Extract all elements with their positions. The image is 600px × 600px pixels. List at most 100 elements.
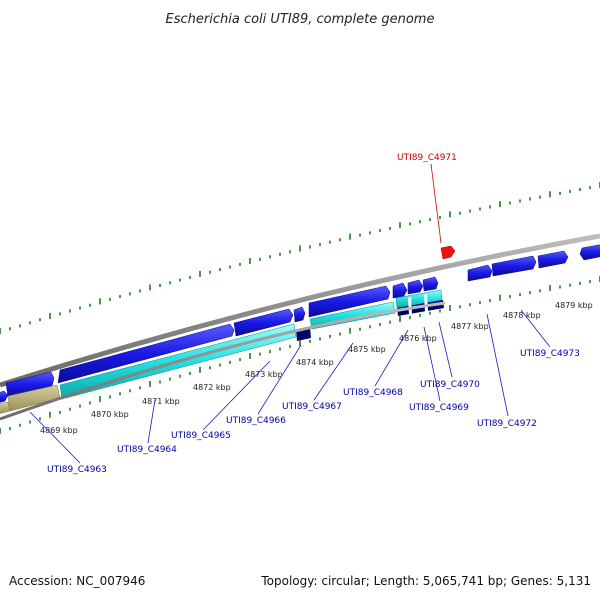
callout-line (29, 411, 81, 464)
major-tick (49, 411, 51, 418)
minor-tick (239, 358, 241, 362)
minor-tick (229, 265, 231, 269)
major-tick (549, 285, 551, 291)
minor-tick (539, 195, 541, 199)
minor-tick (409, 316, 411, 320)
scale-label: 4873 kbp (245, 370, 283, 379)
major-tick (99, 396, 101, 402)
minor-tick (259, 352, 261, 356)
gene-label: UTI89_C4965 (171, 431, 231, 441)
minor-tick (309, 339, 311, 343)
minor-tick (69, 309, 71, 313)
minor-tick (89, 401, 91, 405)
callout-line (520, 309, 551, 348)
cds-block (395, 289, 443, 309)
gene-label: UTI89_C4966 (226, 416, 286, 426)
highlighted-gene-marker (440, 245, 456, 260)
forward-genes (0, 244, 600, 403)
minor-tick (79, 306, 81, 310)
gene-arrow (491, 255, 537, 277)
genome-summary-text: Topology: circular; Length: 5,065,741 bp… (260, 574, 591, 588)
gene-label: UTI89_C4964 (117, 445, 177, 455)
minor-tick (9, 427, 11, 431)
minor-tick (539, 289, 541, 293)
minor-tick (409, 222, 411, 226)
minor-tick (279, 347, 281, 351)
gene-label: UTI89_C4967 (282, 402, 342, 412)
minor-tick (519, 293, 521, 297)
gene-arrow (579, 244, 600, 261)
minor-tick (129, 389, 131, 393)
minor-tick (159, 380, 161, 384)
minor-tick (219, 268, 221, 271)
minor-tick (439, 215, 441, 219)
major-tick (499, 201, 501, 208)
gene-arrow (233, 308, 294, 337)
minor-tick (319, 243, 321, 247)
gene-arrow (293, 306, 306, 323)
major-tick (399, 222, 401, 229)
minor-tick (109, 395, 111, 399)
minor-tick (559, 191, 561, 195)
gene-label: UTI89_C4968 (343, 388, 403, 398)
minor-tick (329, 334, 331, 338)
gene-label: UTI89_C4973 (520, 349, 580, 359)
gene-arrow (407, 279, 424, 295)
major-tick (49, 312, 51, 319)
minor-tick (69, 407, 71, 411)
minor-tick (59, 410, 61, 414)
minor-tick (189, 275, 191, 279)
minor-tick (459, 211, 461, 215)
minor-tick (79, 404, 81, 408)
minor-tick (269, 350, 271, 354)
minor-tick (569, 189, 571, 193)
minor-tick (219, 363, 221, 367)
major-tick (299, 245, 301, 252)
gene-arrow (392, 282, 408, 299)
minor-tick (169, 281, 171, 285)
callout-line (147, 399, 156, 444)
minor-tick (169, 377, 171, 381)
minor-tick (509, 295, 511, 299)
minor-tick (419, 220, 421, 224)
minor-tick (379, 229, 381, 233)
minor-tick (139, 289, 141, 293)
minor-tick (229, 360, 231, 364)
minor-tick (579, 188, 581, 191)
minor-tick (429, 311, 431, 315)
gene-labels: UTI89_C4963 UTI89_C4964 UTI89_C4965 UTI8… (47, 153, 580, 475)
major-tick (149, 284, 151, 291)
minor-tick (109, 297, 111, 301)
gene-label: UTI89_C4972 (477, 419, 537, 429)
gene-arrow (57, 323, 235, 384)
minor-tick (119, 295, 121, 299)
scale-label: 4872 kbp (193, 383, 231, 392)
minor-tick (459, 305, 461, 309)
minor-tick (579, 281, 581, 285)
gene-label: UTI89_C4970 (420, 380, 480, 390)
minor-tick (359, 233, 361, 237)
minor-tick (529, 197, 531, 201)
minor-tick (489, 299, 491, 303)
scale-label: 4877 kbp (451, 322, 489, 331)
minor-tick (189, 371, 191, 375)
major-tick (199, 366, 201, 373)
major-tick (249, 257, 251, 264)
callout-line (313, 342, 354, 401)
cds-white-separator (424, 294, 428, 312)
minor-tick (309, 245, 311, 249)
scale-label: 4879 kbp (555, 301, 593, 310)
major-tick (449, 305, 451, 311)
cds-white-separator (408, 297, 412, 315)
outer-scale-ticks (0, 182, 600, 334)
minor-tick (59, 312, 61, 316)
callout-line (257, 344, 302, 415)
gene-label: UTI89_C4969 (409, 403, 469, 413)
major-tick (0, 428, 1, 434)
gene-arrow (308, 285, 391, 318)
minor-tick (29, 420, 31, 424)
minor-tick (529, 291, 531, 295)
scale-label: 4876 kbp (399, 334, 437, 343)
minor-tick (209, 366, 211, 370)
minor-tick (159, 284, 161, 287)
